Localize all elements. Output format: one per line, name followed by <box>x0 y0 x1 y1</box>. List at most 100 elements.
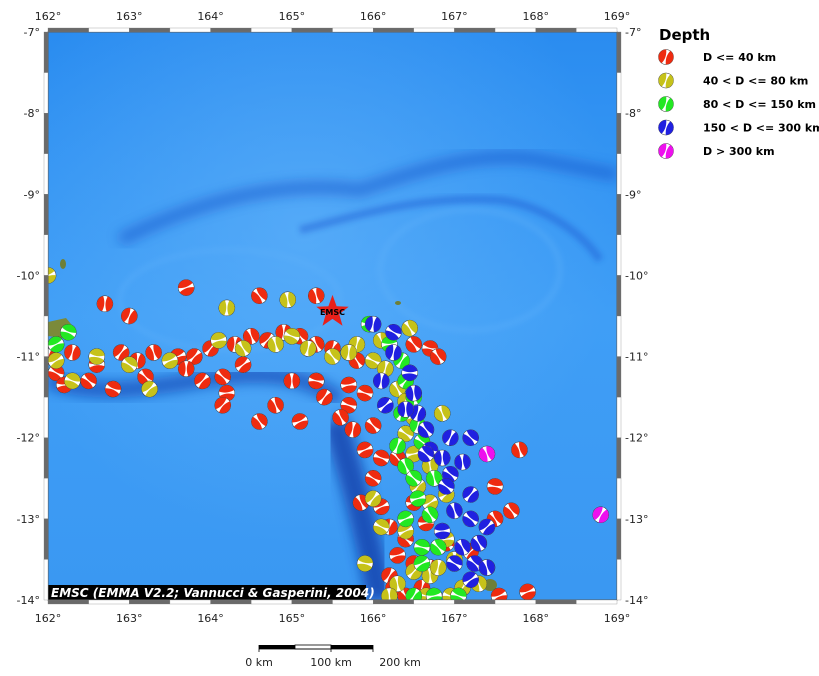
lon-tick-top-1: 163° <box>116 10 143 23</box>
beachball-1-15 <box>324 348 341 365</box>
beachball-1-18 <box>401 319 418 337</box>
lon-tick-top-7: 169° <box>604 10 631 23</box>
beachball-2-18 <box>429 539 447 556</box>
beachball-3-15 <box>438 478 455 495</box>
map-area: EMSC EMSC (EMMA V2.2; Vannucci & Gasperi… <box>48 32 645 600</box>
scale-label-200: 200 km <box>379 656 421 669</box>
beachball-0-32 <box>214 397 232 414</box>
beachball-0-77 <box>104 380 122 398</box>
legend-ball-3 <box>658 119 674 136</box>
beachball-1-33 <box>356 555 374 572</box>
beachball-0-65 <box>421 340 439 357</box>
lon-tick-top-3: 165° <box>279 10 306 23</box>
beachball-1-3 <box>279 291 297 309</box>
legend-label-0: D <= 40 km <box>703 51 776 64</box>
beachball-0-4 <box>251 287 268 304</box>
beachball-0-34 <box>251 413 268 430</box>
beachball-3-28 <box>397 401 414 418</box>
depth-legend: Depth D <= 40 km 40 < D <= 80 km 80 < D <=… <box>658 26 819 159</box>
scale-bar: 0 km 100 km 200 km <box>245 644 421 669</box>
lon-tick-top-5: 167° <box>441 10 468 23</box>
beachball-0-70 <box>519 583 536 600</box>
beachball-1-12 <box>267 336 284 353</box>
island-small-2 <box>395 301 401 305</box>
beachball-3-14 <box>442 429 459 446</box>
lat-tick-right-4: -11° <box>625 351 648 364</box>
scale-label-100: 100 km <box>310 656 352 669</box>
lat-tick-right-1: -8° <box>625 107 641 120</box>
legend-label-3: 150 < D <= 300 km <box>703 122 819 135</box>
beachball-0-2 <box>121 307 138 325</box>
beachball-2-10 <box>389 437 406 455</box>
lon-tick-bottom-5: 167° <box>441 612 468 625</box>
scale-label-0: 0 km <box>245 656 273 669</box>
beachball-1-36 <box>429 559 447 576</box>
lon-tick-bottom-2: 164° <box>197 612 224 625</box>
beachball-1-7 <box>121 356 138 373</box>
beachball-3-24 <box>478 559 496 576</box>
beachball-3-13 <box>462 429 479 446</box>
beachball-3-6 <box>405 384 423 402</box>
beachball-1-46 <box>340 344 358 361</box>
map-credit: EMSC (EMMA V2.2; Vannucci & Gasperini, 2… <box>51 586 375 600</box>
beachball-1-19 <box>364 352 382 369</box>
beachball-3-26 <box>433 522 451 540</box>
beachball-0-30 <box>194 372 211 390</box>
beachball-0-1 <box>96 295 114 313</box>
beachball-0-61 <box>486 478 504 495</box>
beachball-3-10 <box>433 449 451 467</box>
lat-tick-right-6: -13° <box>625 513 648 526</box>
beachball-4-0 <box>478 445 496 463</box>
beachball-0-42 <box>344 421 362 438</box>
vitiaz-trench-2 <box>299 195 604 263</box>
beachball-0-16 <box>186 348 203 365</box>
beachball-3-3 <box>373 372 390 390</box>
legend-ball-2 <box>658 96 674 112</box>
beachball-1-45 <box>433 405 451 422</box>
beachball-2-16 <box>397 510 414 528</box>
lon-tick-bottom-3: 165° <box>279 612 306 625</box>
lon-tick-bottom-0: 162° <box>35 612 62 625</box>
beachball-0-45 <box>364 470 382 487</box>
beachball-3-8 <box>417 421 435 438</box>
lat-tick-left-6: -13° <box>17 513 40 526</box>
lat-tick-left-2: -9° <box>24 188 40 201</box>
beachball-0-75 <box>332 409 349 426</box>
lat-tick-left-5: -12° <box>17 432 40 445</box>
lat-tick-left-0: -7° <box>24 26 40 39</box>
beachball-3-17 <box>446 502 463 519</box>
beachball-0-62 <box>503 502 520 519</box>
beachball-1-5 <box>64 372 81 390</box>
lat-tick-left-3: -10° <box>17 269 40 282</box>
epicenter-marker[interactable]: EMSC <box>316 294 349 326</box>
legend-label-4: D > 300 km <box>703 145 775 158</box>
lon-tick-bottom-4: 166° <box>360 612 387 625</box>
lon-tick-top-0: 162° <box>35 10 62 23</box>
beachball-0-39 <box>340 376 358 394</box>
lon-tick-bottom-1: 163° <box>116 612 143 625</box>
beachball-0-3 <box>177 279 195 296</box>
beachball-2-19 <box>413 555 431 572</box>
beachball-0-37 <box>307 372 325 390</box>
lat-tick-right-0: -7° <box>625 26 641 39</box>
beachball-0-29 <box>177 360 195 377</box>
beachball-2-14 <box>409 490 427 507</box>
lat-tick-right-7: -14° <box>625 594 648 607</box>
beachball-0-71 <box>622 564 645 587</box>
legend-title: Depth <box>659 26 710 44</box>
lat-tick-right-3: -10° <box>625 269 648 282</box>
map-frame <box>43 27 622 605</box>
beachball-0-64 <box>405 336 423 353</box>
epicenter-star-icon[interactable] <box>316 294 349 326</box>
beachball-0-74 <box>373 449 390 467</box>
beachball-3-18 <box>462 510 479 528</box>
lat-tick-left-4: -11° <box>17 351 40 364</box>
beachball-3-20 <box>470 534 488 552</box>
lon-tick-top-4: 166° <box>360 10 387 23</box>
beachball-0-40 <box>356 384 374 402</box>
beachball-3-0 <box>364 315 382 333</box>
beachball-3-1 <box>385 323 402 341</box>
beachball-0-36 <box>283 372 301 390</box>
beachball-3-5 <box>401 364 418 382</box>
beachball-2-15 <box>421 506 439 524</box>
